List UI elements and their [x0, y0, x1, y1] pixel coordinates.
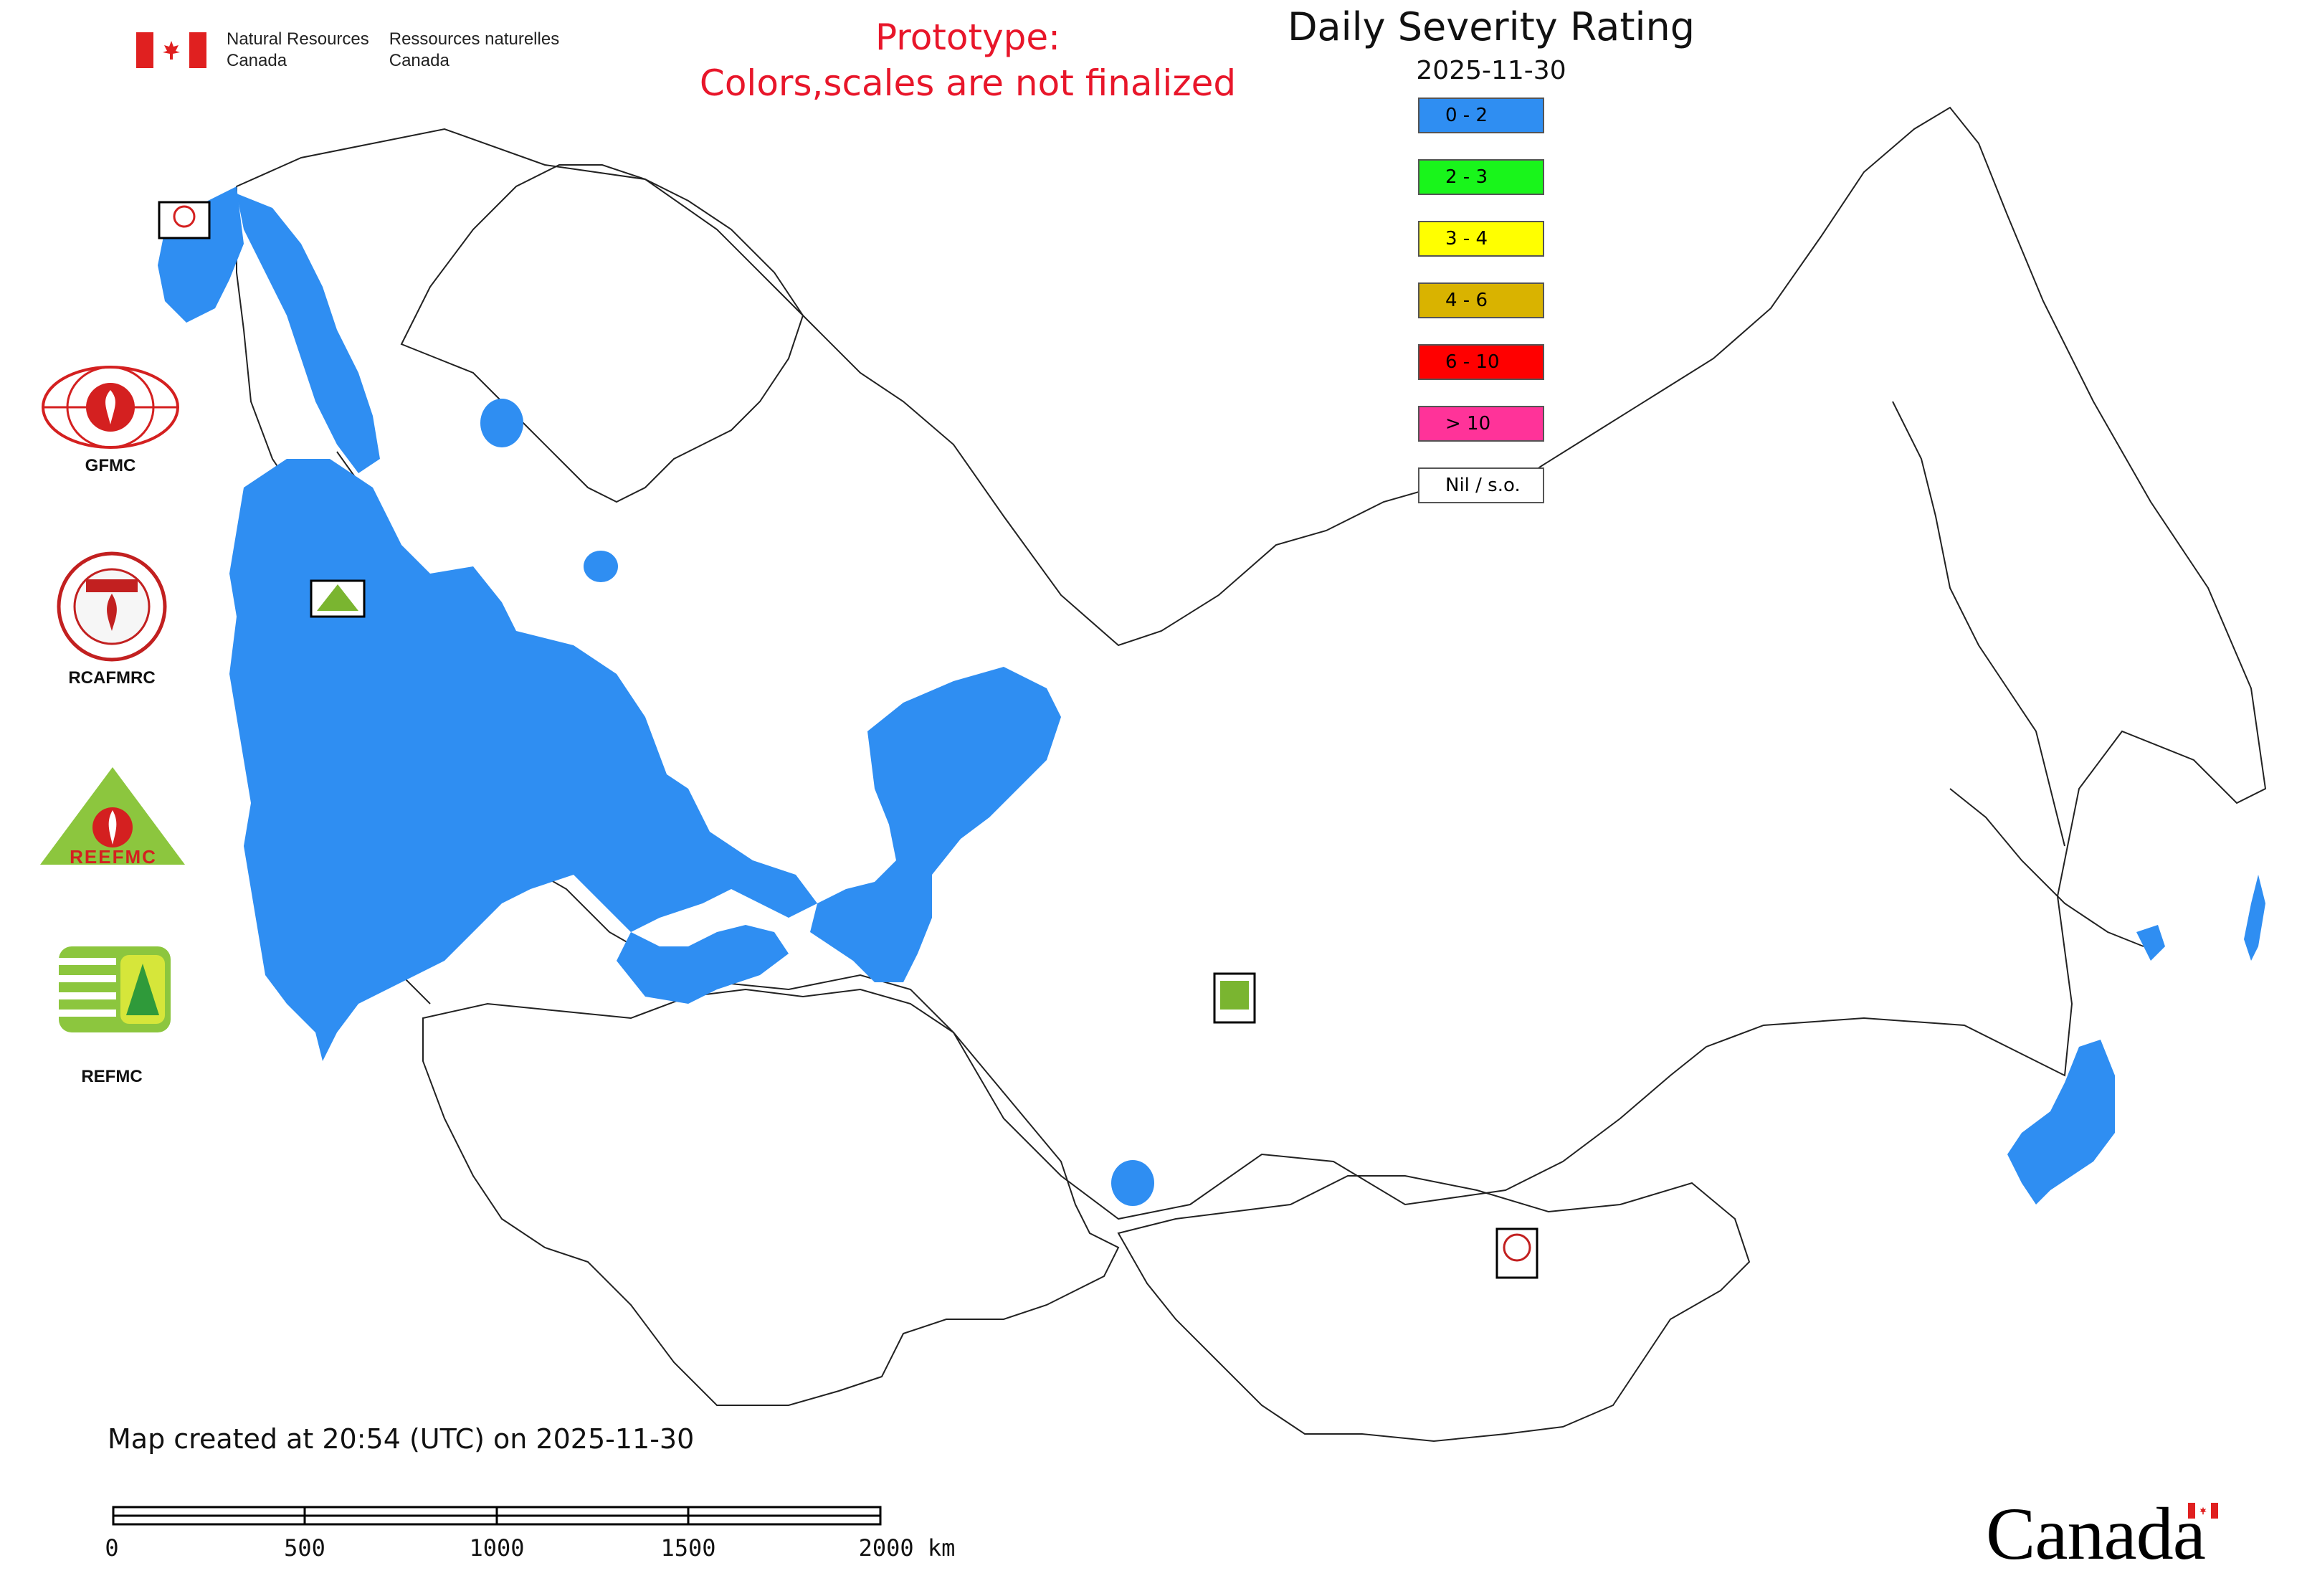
scale-label-2000-km: 2000 km: [858, 1534, 956, 1562]
scale-label-1000: 1000: [469, 1534, 525, 1562]
severity-region-sakhalin: [2244, 875, 2265, 961]
legend-item-0-2: 0 - 2: [1418, 98, 1544, 133]
prototype-line2: Colors,scales are not finalized: [699, 62, 1237, 104]
severity-region-europe: [229, 459, 817, 1061]
scale-label-1500: 1500: [660, 1534, 716, 1562]
severity-regions: [158, 186, 2265, 1206]
gfmc-logo: [40, 364, 181, 453]
legend-item-nil: Nil / s.o.: [1418, 467, 1544, 503]
severity-region-amur-bay: [2136, 925, 2165, 961]
scale-label-500: 500: [284, 1534, 325, 1562]
prototype-line1: Prototype:: [875, 16, 1061, 58]
severity-region-primorye: [2007, 1040, 2115, 1205]
russia-outline: [236, 106, 2267, 1220]
scandinavia-outline: [400, 164, 804, 503]
gfmc-marker-emblem: [173, 205, 196, 228]
refmc-marker-emblem: [1220, 981, 1249, 1010]
legend-date: 2025-11-30: [1416, 56, 1566, 85]
gfmc-label: GFMC: [85, 456, 136, 475]
severity-region-west-siberia: [810, 667, 1061, 982]
prototype-notice: Prototype: Colors,scales are not finaliz…: [674, 14, 1262, 106]
reefmc-wordmark: REEFMC: [70, 846, 157, 868]
kazakhstan-outline: [422, 988, 1120, 1406]
dept-en-line2: Canada: [227, 51, 287, 70]
rcafmrc-marker: [1495, 1227, 1538, 1279]
severity-region-finland-strip: [237, 194, 380, 473]
legend-item-2-3: 2 - 3: [1418, 159, 1544, 195]
refmc-label: REFMC: [81, 1067, 143, 1086]
gfmc-marker: [158, 201, 211, 239]
rcafmrc-marker-emblem: [1503, 1233, 1531, 1262]
scale-bar: [112, 1506, 882, 1526]
rcafmrc-emblem-icon: [57, 551, 167, 662]
legend-item-4-6: 4 - 6: [1418, 282, 1544, 318]
dept-name-fr: Ressources naturelles Canada: [389, 29, 559, 72]
gfmc-emblem-icon: [42, 366, 179, 449]
canada-wordmark: Canada: [1986, 1493, 2206, 1575]
legend-item-6-10: 6 - 10: [1418, 344, 1544, 380]
canada-flag-icon: [136, 32, 206, 68]
legend-item-gt-10: > 10: [1418, 406, 1544, 442]
rcafmrc-logo: [56, 551, 168, 665]
far-east-coast: [1892, 401, 2144, 947]
canada-wordmark-flag-icon: [2188, 1503, 2218, 1519]
legend-item-3-4: 3 - 4: [1418, 221, 1544, 257]
mongolia-outline: [1117, 1175, 1751, 1443]
scale-label-0: 0: [105, 1534, 119, 1562]
refmc-logo: [59, 946, 171, 1035]
reefmc-emblem-icon: [40, 767, 185, 865]
dept-name-en: Natural Resources Canada: [227, 29, 369, 72]
dept-fr-line2: Canada: [389, 51, 450, 70]
dept-fr-line1: Ressources naturelles: [389, 29, 560, 49]
dept-en-line1: Natural Resources: [227, 29, 369, 49]
map-created-text: Map created at 20:54 (UTC) on 2025-11-30: [108, 1423, 695, 1455]
nrcan-signature: Natural Resources Canada Ressources natu…: [136, 29, 559, 72]
map-markers: [158, 201, 1538, 1279]
severity-spot-altai: [1111, 1160, 1154, 1206]
legend-title: Daily Severity Rating: [1287, 4, 1695, 49]
severity-spot-white-sea: [480, 399, 523, 447]
refmc-emblem-icon: [59, 946, 171, 1032]
rcafmrc-label: RCAFMRC: [68, 668, 156, 688]
severity-spot-lake: [584, 551, 618, 582]
reefmc-logo: [37, 764, 188, 875]
reefmc-marker-emblem: [317, 584, 358, 611]
